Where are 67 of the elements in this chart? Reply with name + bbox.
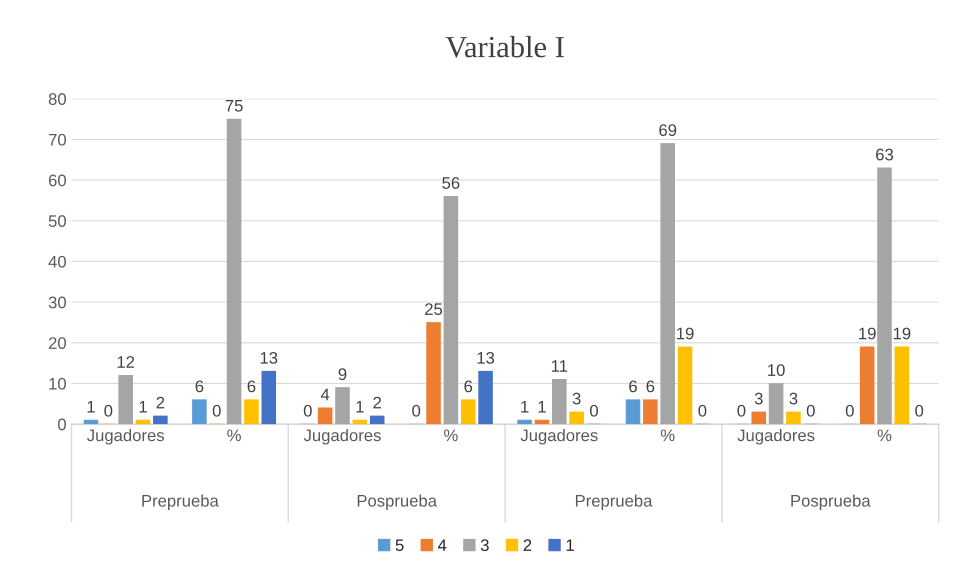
y-tick-label: 80 (48, 93, 66, 105)
data-label: 9 (338, 368, 346, 380)
data-label: 6 (248, 380, 256, 392)
y-tick-label: 40 (48, 256, 66, 268)
y-tick-label: 50 (48, 215, 66, 227)
legend-label: 4 (438, 539, 446, 551)
data-label: 75 (226, 100, 243, 112)
data-label: 6 (646, 380, 654, 392)
data-label: 13 (478, 352, 494, 364)
data-label: 1 (538, 400, 546, 412)
legend-label: 5 (396, 539, 404, 552)
y-tick-label: 10 (49, 378, 66, 390)
data-label: 3 (789, 392, 798, 404)
chart-title: Variable I (446, 36, 564, 58)
data-label: 0 (304, 404, 312, 417)
data-label: 0 (104, 404, 112, 417)
data-label: 6 (629, 380, 637, 392)
data-label: 1 (88, 400, 95, 412)
data-label: 6 (464, 380, 472, 392)
legend-label: 3 (480, 539, 489, 552)
data-label: 0 (590, 404, 598, 417)
data-label: 19 (677, 328, 694, 340)
data-label: 63 (876, 148, 894, 160)
data-label: 69 (659, 124, 676, 136)
data-label: 56 (442, 177, 460, 189)
data-label: 10 (768, 364, 785, 376)
data-label: 0 (212, 404, 221, 417)
y-tick-label: 70 (48, 134, 66, 146)
data-label: 1 (356, 400, 364, 412)
data-label: 11 (552, 360, 568, 372)
x-tick-label: % (660, 430, 675, 442)
y-tick-label: 20 (48, 337, 66, 349)
data-label: 6 (196, 380, 204, 392)
data-label: 0 (412, 404, 420, 417)
data-label: 25 (425, 303, 442, 315)
x-tick-label: Jugadores (737, 428, 814, 445)
data-label: 12 (118, 356, 134, 368)
text: Posprueba (358, 494, 437, 510)
x-tick-label: Jugadores (520, 428, 598, 445)
data-label: 3 (754, 392, 763, 404)
legend-label: 2 (524, 539, 532, 551)
x-tick-label: % (227, 430, 241, 442)
text: Preprueba (576, 494, 652, 510)
data-label: 2 (373, 396, 381, 408)
x-tick-label: % (878, 430, 892, 442)
data-label: 0 (846, 404, 854, 417)
data-label: 1 (140, 400, 147, 412)
data-label: 1 (521, 400, 528, 412)
text: Posprueba (791, 494, 871, 510)
data-label: 3 (572, 392, 581, 404)
data-label: 0 (806, 404, 815, 417)
data-label: 2 (156, 396, 164, 408)
data-label: 0 (737, 404, 746, 417)
legend-label: 1 (566, 539, 574, 551)
data-label: 0 (915, 404, 924, 417)
data-label: 4 (320, 388, 330, 400)
x-tick-label: % (444, 430, 458, 442)
y-tick-label: 30 (48, 296, 66, 308)
y-tick-label: 60 (48, 174, 66, 186)
data-label: 0 (698, 404, 706, 417)
data-label: 13 (260, 352, 278, 364)
data-label: 19 (859, 328, 876, 340)
y-tick-label: 0 (58, 418, 66, 430)
data-label: 19 (894, 328, 910, 340)
x-tick-label: Jugadores (304, 428, 381, 445)
text: Preprueba (142, 494, 219, 510)
x-tick-label: Jugadores (87, 428, 164, 445)
